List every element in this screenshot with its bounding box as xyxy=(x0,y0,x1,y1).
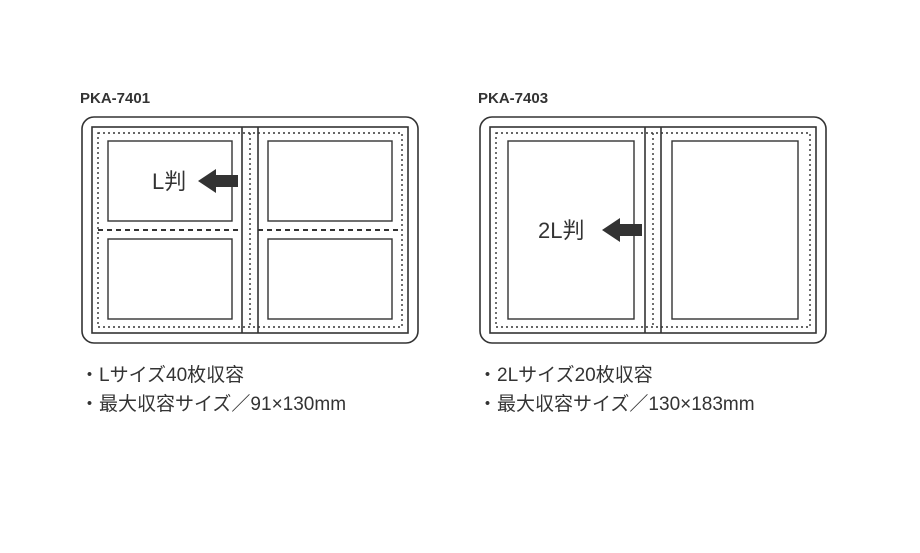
model-code-left: PKA-7401 xyxy=(80,90,420,107)
bullet-line: ・2Lサイズ20枚収容 xyxy=(478,362,828,391)
product-left: PKA-7401 xyxy=(80,90,420,419)
album-svg-right: 2L判 xyxy=(478,115,828,345)
pocket-size-label: L判 xyxy=(152,169,186,194)
bullets-right: ・2Lサイズ20枚収容 ・最大収容サイズ／130×183mm xyxy=(478,362,828,419)
bullet-line: ・Lサイズ40枚収容 xyxy=(80,362,420,391)
product-right: PKA-7403 2L判 ・2Lサイズ20枚収容 ・最大収容サイ xyxy=(478,90,828,419)
bullet-line: ・最大収容サイズ／130×183mm xyxy=(478,391,828,420)
model-code-right: PKA-7403 xyxy=(478,90,828,107)
pocket-size-label: 2L判 xyxy=(538,218,584,243)
bullets-left: ・Lサイズ40枚収容 ・最大収容サイズ／91×130mm xyxy=(80,362,420,419)
album-diagram-left: L判 xyxy=(80,115,420,350)
bullet-line: ・最大収容サイズ／91×130mm xyxy=(80,391,420,420)
album-diagram-right: 2L判 xyxy=(478,115,828,350)
album-svg-left: L判 xyxy=(80,115,420,345)
